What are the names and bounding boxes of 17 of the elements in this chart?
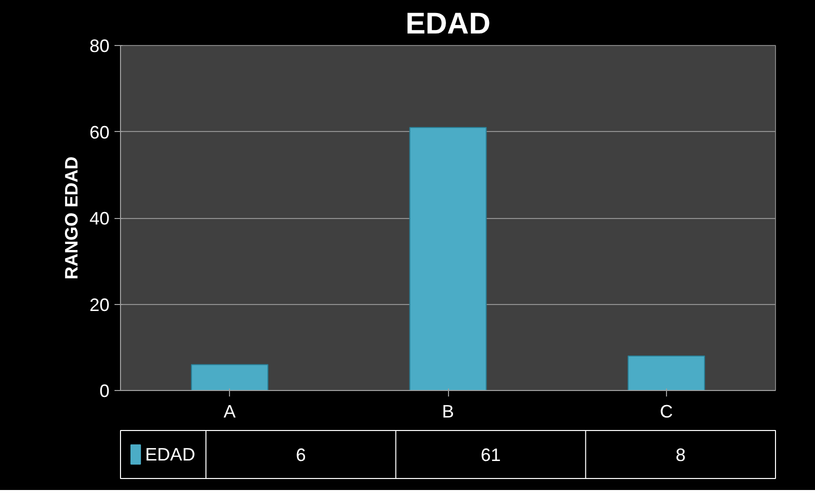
bar — [628, 356, 706, 390]
legend-label: EDAD — [145, 444, 196, 464]
chart-title: EDAD — [406, 8, 491, 40]
bar — [190, 364, 268, 390]
y-tick-label: 20 — [89, 294, 110, 315]
y-axis-title: RANGO EDAD — [61, 156, 82, 280]
data-label: 6 — [296, 445, 306, 465]
bar — [409, 126, 487, 390]
y-tick-label: 0 — [99, 381, 110, 401]
x-tick-label: A — [224, 402, 236, 422]
data-label: 8 — [676, 445, 686, 465]
data-label: 61 — [480, 445, 501, 465]
y-tick-label: 60 — [89, 122, 110, 142]
x-tick-label: B — [442, 402, 454, 422]
x-tick-label: C — [660, 402, 673, 422]
y-tick-label: 40 — [89, 208, 110, 228]
y-tick-label: 80 — [89, 36, 110, 56]
